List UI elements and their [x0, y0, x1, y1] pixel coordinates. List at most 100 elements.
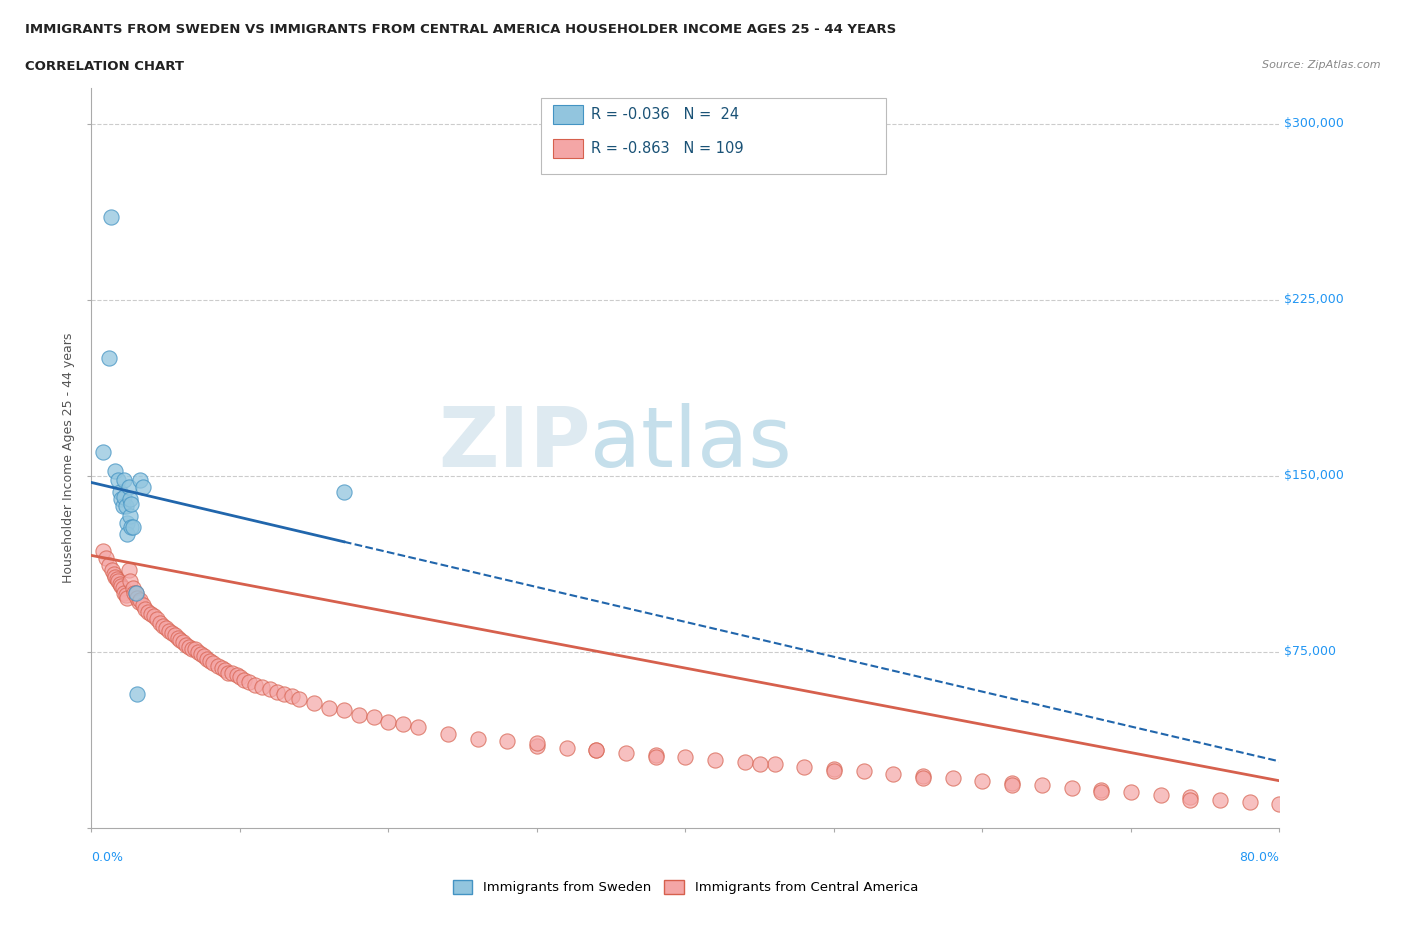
Point — [103, 566, 125, 581]
Point — [122, 520, 145, 535]
Point — [149, 616, 172, 631]
Point — [673, 750, 696, 764]
Point — [614, 745, 637, 760]
Point — [1031, 778, 1053, 793]
Text: R = -0.036   N =  24: R = -0.036 N = 24 — [591, 107, 738, 122]
Point — [121, 520, 143, 535]
Point — [100, 210, 122, 225]
Point — [734, 754, 756, 769]
Text: $225,000: $225,000 — [1284, 293, 1343, 306]
Point — [281, 689, 304, 704]
Point — [136, 604, 159, 619]
Point — [187, 644, 209, 659]
Point — [972, 774, 994, 789]
Point — [1090, 785, 1112, 800]
Point — [823, 764, 845, 778]
Point — [104, 569, 127, 584]
Point — [1239, 794, 1261, 809]
Point — [1060, 780, 1083, 795]
Point — [392, 717, 415, 732]
Point — [114, 588, 136, 603]
Point — [112, 586, 135, 601]
Point — [852, 764, 875, 778]
Point — [406, 719, 429, 734]
Point — [1268, 797, 1291, 812]
Point — [436, 726, 458, 741]
Point — [911, 768, 934, 783]
Y-axis label: Householder Income Ages 25 - 44 years: Householder Income Ages 25 - 44 years — [62, 333, 76, 583]
Point — [226, 668, 249, 683]
Point — [179, 640, 201, 655]
Point — [233, 672, 256, 687]
Point — [763, 757, 786, 772]
Point — [184, 642, 207, 657]
Point — [318, 700, 340, 715]
Point — [111, 581, 134, 596]
Point — [273, 686, 295, 701]
Point — [134, 602, 156, 617]
Point — [122, 581, 145, 596]
Point — [704, 752, 727, 767]
Point — [104, 463, 127, 478]
Point — [145, 611, 167, 626]
Point — [229, 670, 252, 684]
Text: $300,000: $300,000 — [1284, 117, 1344, 130]
Point — [942, 771, 965, 786]
Point — [333, 485, 356, 499]
Point — [555, 740, 578, 755]
Point — [115, 527, 138, 542]
Point — [111, 498, 134, 513]
Point — [118, 492, 141, 507]
Point — [221, 665, 243, 680]
Point — [107, 472, 129, 487]
Point — [125, 586, 148, 601]
Point — [467, 731, 489, 746]
Point — [302, 696, 325, 711]
Point — [585, 743, 607, 758]
Point — [121, 497, 143, 512]
Point — [190, 646, 212, 661]
Point — [748, 757, 770, 772]
Point — [181, 642, 204, 657]
Point — [1090, 783, 1112, 798]
Point — [98, 557, 121, 572]
Point — [127, 591, 149, 605]
Point — [117, 562, 139, 577]
Point — [114, 498, 136, 513]
Point — [1180, 790, 1202, 804]
Point — [526, 736, 548, 751]
Point — [160, 626, 183, 641]
Point — [911, 771, 934, 786]
Point — [882, 766, 904, 781]
Point — [98, 351, 121, 365]
Point — [132, 480, 155, 495]
Point — [207, 658, 229, 673]
Point — [333, 703, 356, 718]
Point — [1001, 778, 1024, 793]
Point — [1209, 792, 1232, 807]
Text: $75,000: $75,000 — [1284, 645, 1336, 658]
Point — [118, 508, 141, 523]
Point — [238, 675, 260, 690]
Point — [644, 748, 666, 763]
Point — [142, 609, 165, 624]
Point — [132, 597, 155, 612]
Text: 80.0%: 80.0% — [1240, 851, 1279, 864]
Point — [1119, 785, 1142, 800]
Point — [1180, 792, 1202, 807]
Point — [129, 472, 152, 487]
Point — [176, 637, 198, 652]
Point — [118, 574, 141, 589]
Point — [169, 632, 191, 647]
Point — [200, 654, 222, 669]
Point — [243, 677, 266, 692]
Point — [112, 472, 135, 487]
Point — [214, 663, 236, 678]
Text: CORRELATION CHART: CORRELATION CHART — [25, 60, 184, 73]
Point — [266, 684, 288, 699]
Point — [363, 710, 385, 724]
Text: R = -0.863   N = 109: R = -0.863 N = 109 — [591, 141, 744, 156]
Point — [108, 577, 131, 591]
Point — [585, 743, 607, 758]
Text: 0.0%: 0.0% — [91, 851, 124, 864]
